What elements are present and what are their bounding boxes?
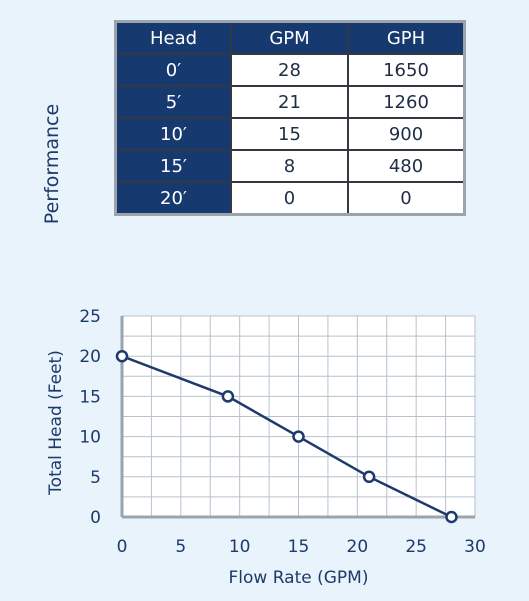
x-tick-label: 15: [288, 537, 310, 557]
row-gpm-cell: 8: [230, 149, 349, 183]
y-tick-label: 20: [79, 347, 101, 367]
y-tick-label: 15: [79, 387, 101, 407]
row-gph-cell: 1650: [347, 53, 466, 87]
chart-series: [115, 349, 458, 524]
header-gph: GPH: [347, 20, 466, 55]
chart-ticks: 0 5 10 15 20 25 30 0 5 10 15 20 25: [79, 307, 485, 557]
row-gpm-cell: 21: [230, 85, 349, 119]
table-row: 15′ 8 480: [114, 149, 466, 183]
row-head-cell: 20′: [114, 181, 232, 216]
data-point: [362, 470, 376, 484]
x-tick-label: 5: [175, 537, 186, 557]
x-axis-label: Flow Rate (GPM): [229, 568, 369, 588]
chart-axes: [120, 316, 475, 519]
x-tick-label: 30: [464, 537, 486, 557]
row-gph-cell: 480: [347, 149, 466, 183]
row-gph-cell: 1260: [347, 85, 466, 119]
data-point: [115, 349, 129, 363]
performance-table: Head GPM GPH 0′ 28 1650 5′ 21 1260 10′ 1…: [114, 20, 466, 216]
row-head-cell: 0′: [114, 53, 232, 87]
row-head-cell: 15′: [114, 149, 232, 183]
x-tick-label: 10: [229, 537, 251, 557]
x-tick-label: 0: [117, 537, 128, 557]
table-row: 20′ 0 0: [114, 181, 466, 216]
header-gpm: GPM: [230, 20, 349, 55]
y-tick-label: 10: [79, 428, 101, 448]
row-gpm-cell: 28: [230, 53, 349, 87]
data-point: [221, 390, 235, 403]
y-tick-label: 0: [90, 508, 101, 528]
y-tick-label: 25: [79, 307, 101, 327]
row-gpm-cell: 0: [230, 181, 349, 216]
x-tick-label: 20: [347, 537, 369, 557]
y-axis-label: Total Head (Feet): [46, 350, 66, 496]
row-head-cell: 10′: [114, 117, 232, 151]
table-header-row: Head GPM GPH: [114, 20, 466, 55]
header-head: Head: [114, 20, 232, 55]
data-point: [445, 510, 458, 524]
y-tick-label: 5: [90, 468, 101, 488]
data-point: [292, 430, 305, 443]
table-row: 0′ 28 1650: [114, 53, 466, 87]
row-gph-cell: 0: [347, 181, 466, 216]
row-gpm-cell: 15: [230, 117, 349, 151]
row-head-cell: 5′: [114, 85, 232, 119]
x-tick-label: 25: [405, 537, 427, 557]
table-row: 10′ 15 900: [114, 117, 466, 151]
row-gph-cell: 900: [347, 117, 466, 151]
table-row: 5′ 21 1260: [114, 85, 466, 119]
